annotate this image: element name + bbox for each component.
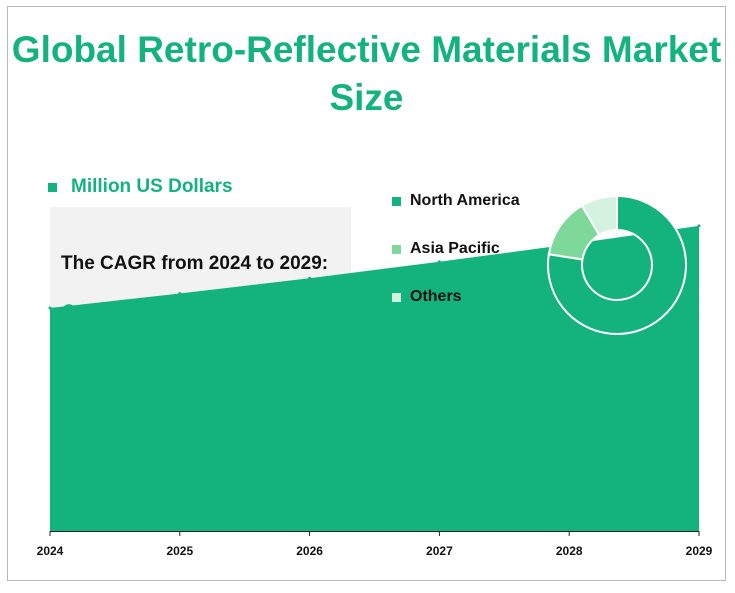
legend-swatch-others <box>392 292 401 302</box>
legend-item-others: Others <box>392 285 520 309</box>
pie-legend: North America Asia Pacific Others <box>392 189 520 333</box>
unit-swatch <box>48 182 57 192</box>
x-tick-label-2029: 2029 <box>686 544 713 558</box>
data-point-2027 <box>437 260 441 264</box>
area-series <box>50 225 699 531</box>
legend-item-asia-pacific: Asia Pacific <box>392 237 520 261</box>
pie-slice-north-america <box>547 194 687 335</box>
unit-legend: Million US Dollars <box>48 176 233 198</box>
x-tick-label-2025: 2025 <box>166 544 193 558</box>
x-tick-label-2026: 2026 <box>296 544 323 558</box>
legend-label-others: Others <box>410 288 462 305</box>
x-tick-label-2028: 2028 <box>556 544 583 558</box>
pie-slice-others <box>580 194 618 237</box>
unit-label: Million US Dollars <box>71 176 233 197</box>
legend-label-north-america: North America <box>410 192 520 209</box>
legend-item-north-america: North America <box>392 189 520 213</box>
data-point-2024 <box>48 306 52 310</box>
legend-label-asia-pacific: Asia Pacific <box>410 240 500 257</box>
cagr-label: The CAGR from 2024 to 2029: <box>61 253 329 274</box>
data-point-2025 <box>178 292 182 295</box>
data-point-2026 <box>308 276 312 280</box>
chart-title: Global Retro-Reflective Materials Market… <box>11 29 722 118</box>
data-point-2029 <box>697 224 701 228</box>
x-tick-label-2027: 2027 <box>426 544 453 558</box>
legend-swatch-asia-pacific <box>392 244 401 254</box>
x-tick-label-2024: 2024 <box>37 544 64 558</box>
legend-swatch-north-america <box>392 196 401 206</box>
data-label-2024: 6398.15 <box>55 373 146 401</box>
